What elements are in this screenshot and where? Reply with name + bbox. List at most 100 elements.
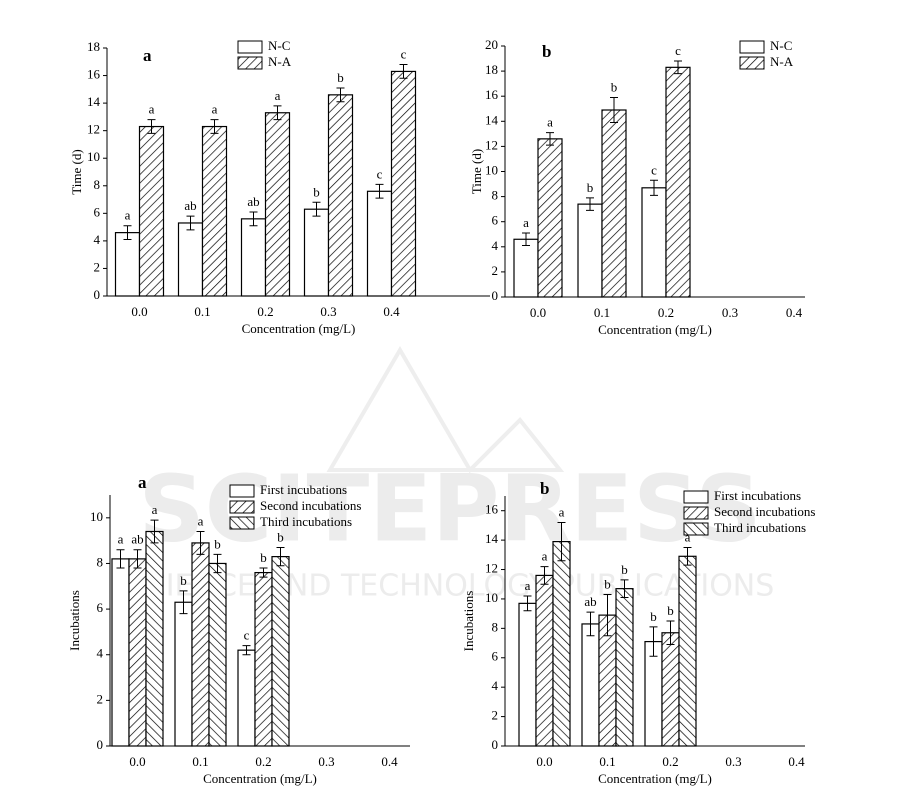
bar — [264, 112, 291, 297]
legend-label: Third incubations — [260, 514, 352, 529]
y-axis-title: Incubations — [67, 590, 82, 651]
x-tick-label: 0.3 — [722, 305, 738, 320]
panel-label: a — [143, 46, 152, 65]
significance-letter: a — [275, 88, 281, 103]
significance-letter: ab — [131, 532, 143, 547]
panel-label: b — [540, 479, 549, 498]
significance-letter: b — [277, 529, 284, 544]
legend-swatch — [229, 500, 255, 514]
error-bar — [399, 64, 408, 79]
y-tick-label: 18 — [87, 39, 100, 54]
significance-letter: b — [260, 550, 267, 565]
error-bar — [540, 566, 549, 585]
bar — [577, 203, 603, 298]
y-tick-label: 8 — [94, 177, 101, 192]
y-tick-label: 10 — [90, 509, 103, 524]
significance-letter: a — [152, 502, 158, 517]
bar — [201, 125, 228, 297]
bar — [641, 187, 667, 298]
legend-label: Second incubations — [260, 498, 361, 513]
x-tick-label: 0.1 — [594, 305, 610, 320]
legend-label: N-C — [268, 38, 290, 53]
x-tick-label: 0.2 — [658, 305, 674, 320]
significance-letter: a — [125, 208, 131, 223]
x-tick-label: 0.2 — [255, 754, 271, 769]
error-bar — [213, 553, 222, 574]
significance-letter: a — [542, 549, 548, 564]
y-tick-label: 12 — [87, 122, 100, 137]
y-axis-title: Time (d) — [69, 149, 84, 194]
x-axis-title: Concentration (mg/L) — [598, 322, 712, 337]
bar — [128, 558, 147, 747]
significance-letter: b — [667, 603, 674, 618]
error-bar — [683, 546, 692, 566]
bar — [390, 70, 417, 297]
significance-letter: b — [621, 562, 628, 577]
panel-label: b — [542, 42, 551, 61]
y-tick-label: 12 — [485, 561, 498, 576]
significance-letter: b — [650, 609, 657, 624]
x-tick-label: 0.2 — [662, 754, 678, 769]
bar — [537, 138, 563, 298]
error-bar — [133, 549, 142, 569]
x-tick-label: 0.2 — [257, 304, 273, 319]
error-bar — [649, 626, 658, 657]
y-tick-label: 4 — [492, 238, 499, 253]
error-bar — [196, 531, 205, 555]
significance-letter: b — [313, 184, 320, 199]
x-tick-label: 0.0 — [131, 304, 147, 319]
bar — [513, 238, 539, 298]
bar — [665, 66, 691, 298]
y-tick-label: 18 — [485, 62, 498, 77]
y-tick-label: 14 — [87, 94, 101, 109]
significance-letter: a — [559, 504, 565, 519]
significance-letter: b — [180, 573, 187, 588]
bar — [366, 190, 393, 297]
legend-swatch — [683, 522, 709, 536]
error-bar — [336, 87, 345, 103]
significance-letter: b — [587, 180, 594, 195]
error-bar — [375, 183, 384, 199]
significance-letter: a — [547, 115, 553, 130]
y-tick-label: 4 — [94, 232, 101, 247]
error-bar — [249, 211, 258, 227]
legend-swatch — [229, 516, 255, 530]
bar — [303, 208, 330, 297]
x-tick-label: 0.0 — [129, 754, 145, 769]
significance-letter: c — [675, 43, 681, 58]
bar — [535, 574, 554, 747]
error-bar — [210, 119, 219, 134]
error-bar — [186, 215, 195, 231]
y-tick-label: 2 — [97, 691, 104, 706]
error-bar — [586, 197, 594, 211]
y-tick-label: 14 — [485, 531, 499, 546]
y-tick-label: 16 — [485, 87, 499, 102]
error-bar — [603, 594, 612, 637]
error-bar — [610, 96, 618, 124]
panel-label: a — [138, 473, 147, 492]
significance-letter: b — [214, 536, 221, 551]
legend-label: First incubations — [714, 488, 801, 503]
significance-letter: c — [377, 166, 383, 181]
x-tick-label: 0.4 — [381, 754, 398, 769]
bar — [661, 632, 680, 747]
x-tick-label: 0.3 — [320, 304, 336, 319]
x-tick-label: 0.0 — [530, 305, 546, 320]
significance-letter: a — [685, 529, 691, 544]
significance-letter: a — [198, 513, 204, 528]
legend-swatch — [683, 506, 709, 520]
legend-swatch — [683, 490, 709, 504]
y-tick-label: 4 — [492, 678, 499, 693]
bar — [208, 562, 227, 747]
legend-swatch — [229, 484, 255, 498]
y-tick-label: 0 — [492, 288, 499, 303]
legend-label: First incubations — [260, 482, 347, 497]
bar — [191, 542, 210, 747]
x-axis-title: Concentration (mg/L) — [598, 771, 712, 786]
y-tick-label: 6 — [94, 204, 101, 219]
error-bar — [674, 60, 682, 75]
legend-swatch — [739, 56, 765, 70]
error-bar — [666, 620, 675, 646]
error-bar — [123, 225, 132, 241]
